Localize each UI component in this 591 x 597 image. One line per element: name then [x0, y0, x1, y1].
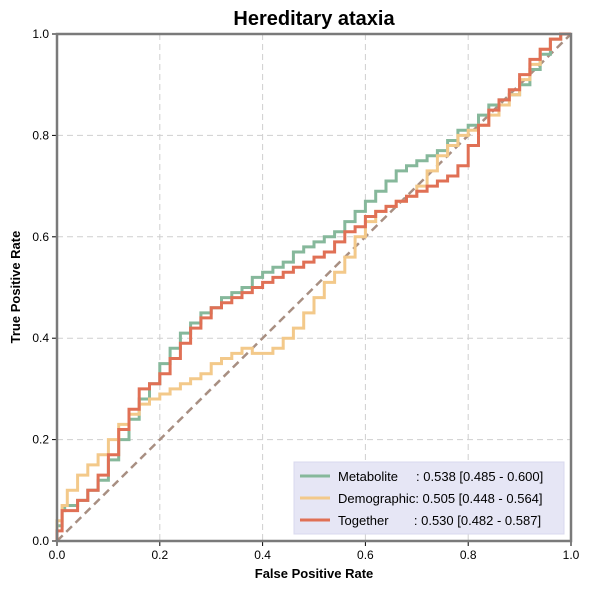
x-tick-label: 1.0 — [563, 548, 580, 562]
series-layer — [55, 32, 571, 541]
x-tick-label: 0.2 — [151, 548, 168, 562]
legend: Metabolite : 0.538 [0.485 - 0.600] Demogr… — [293, 461, 565, 535]
y-tick-label: 1.0 — [32, 27, 49, 41]
x-tick-label: 0.6 — [357, 548, 374, 562]
roc-curve-together — [55, 32, 571, 541]
reference-diagonal-layer — [56, 33, 572, 542]
y-tick-label: 0.2 — [32, 433, 49, 447]
plot-frame — [55, 32, 573, 543]
x-tick-label: 0.8 — [460, 548, 477, 562]
x-tick-label: 0.0 — [49, 548, 66, 562]
y-tick-label: 0.0 — [32, 534, 49, 548]
y-tick-label: 0.8 — [32, 128, 49, 142]
ticks: 0.0 0.2 0.4 0.6 0.8 1.0 0.0 0.2 0.4 0.6 0.8 1.0 — [32, 27, 579, 562]
legend-box — [293, 461, 565, 535]
reference-diagonal-line — [56, 33, 572, 542]
legend-label-demographic: Demographic: 0.505 [0.448 - 0.564] — [338, 491, 543, 506]
grid — [57, 34, 571, 541]
x-tick-label: 0.4 — [254, 548, 271, 562]
chart-title: Hereditary ataxia — [233, 8, 395, 30]
roc-curve-metabolite — [55, 32, 571, 541]
y-axis-label: True Positive Rate — [8, 231, 23, 344]
y-tick-label: 0.6 — [32, 230, 49, 244]
y-tick-label: 0.4 — [32, 331, 49, 345]
x-axis-label: False Positive Rate — [255, 566, 374, 581]
legend-label-together: Together : 0.530 [0.482 - 0.587] — [338, 513, 541, 528]
legend-label-metabolite: Metabolite : 0.538 [0.485 - 0.600] — [338, 469, 543, 484]
